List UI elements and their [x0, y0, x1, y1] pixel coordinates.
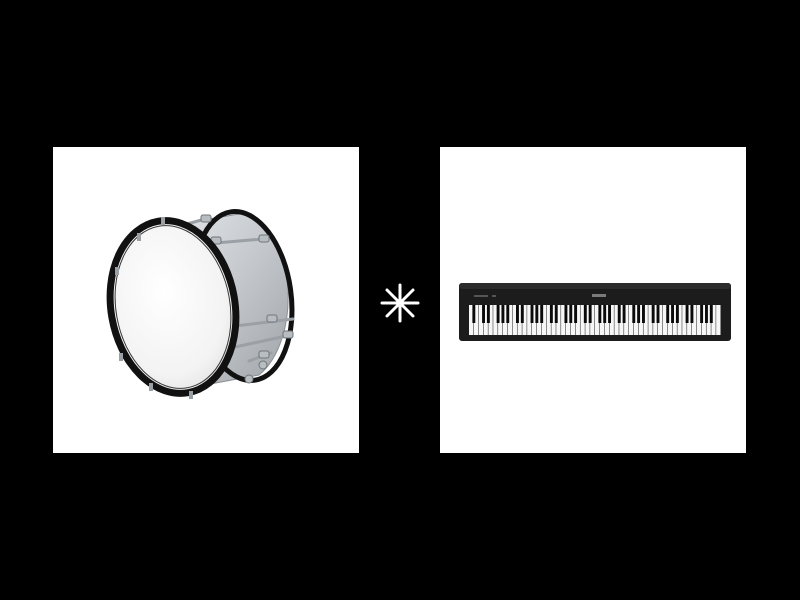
white-key — [580, 305, 585, 335]
black-key — [709, 305, 713, 323]
white-key — [687, 305, 692, 335]
black-key — [472, 305, 476, 323]
black-key — [506, 305, 510, 323]
white-key — [706, 305, 711, 335]
white-key — [517, 305, 522, 335]
white-key — [658, 305, 663, 335]
black-key — [574, 305, 578, 323]
white-key — [716, 305, 721, 335]
black-key — [685, 305, 689, 323]
white-key — [595, 305, 600, 335]
black-key — [651, 305, 655, 323]
white-key — [512, 305, 517, 335]
black-key — [482, 305, 485, 323]
black-key — [554, 305, 558, 323]
black-key — [530, 305, 534, 323]
digital-piano-icon — [459, 283, 731, 341]
white-key — [696, 305, 702, 335]
white-key — [662, 305, 668, 335]
white-key — [672, 305, 677, 335]
white-key — [493, 305, 498, 335]
white-key — [619, 305, 624, 335]
white-key — [682, 305, 687, 335]
white-key — [653, 305, 658, 335]
black-keys — [472, 305, 713, 323]
piano-controls — [474, 294, 606, 297]
white-key — [604, 305, 610, 335]
black-key — [583, 305, 587, 323]
white-key — [483, 305, 488, 335]
white-key — [585, 305, 590, 335]
white-key — [469, 305, 474, 335]
white-key — [478, 305, 484, 335]
black-key — [603, 305, 607, 323]
white-key — [667, 305, 673, 335]
black-key — [622, 305, 626, 323]
black-key — [656, 305, 660, 323]
black-key — [637, 305, 641, 323]
black-key — [540, 305, 544, 323]
drum-front-hoop — [106, 217, 240, 397]
white-key — [677, 305, 682, 335]
white-key — [624, 305, 629, 335]
black-key — [642, 305, 645, 323]
white-key — [711, 305, 716, 335]
white-key — [599, 305, 605, 335]
black-key — [675, 305, 679, 323]
white-key — [541, 305, 547, 335]
black-key — [486, 305, 490, 323]
bass-drum-icon — [106, 209, 295, 399]
black-key — [700, 305, 704, 323]
black-key — [598, 305, 602, 323]
white-key — [565, 305, 571, 335]
black-key — [608, 305, 611, 323]
black-key — [666, 305, 670, 323]
white-key — [691, 305, 697, 335]
white-key — [473, 305, 479, 335]
black-key — [705, 305, 708, 323]
white-key — [551, 305, 556, 335]
white-key — [561, 305, 566, 335]
bass-drum-panel — [53, 147, 359, 453]
white-key — [643, 305, 648, 335]
black-key — [496, 305, 500, 323]
white-key — [527, 305, 532, 335]
white-key — [701, 305, 706, 335]
black-key — [588, 305, 592, 323]
white-key — [502, 305, 508, 335]
black-key — [520, 305, 524, 323]
white-key — [522, 305, 527, 335]
white-key — [590, 305, 595, 335]
white-key — [633, 305, 639, 335]
white-key — [546, 305, 551, 335]
white-key — [488, 305, 493, 335]
black-key — [690, 305, 694, 323]
black-key — [564, 305, 568, 323]
white-key — [575, 305, 580, 335]
white-key — [628, 305, 634, 335]
digital-piano-panel — [440, 147, 746, 453]
white-key — [556, 305, 561, 335]
white-key — [532, 305, 537, 335]
white-key — [609, 305, 614, 335]
white-key — [570, 305, 576, 335]
drum-head — [110, 220, 236, 394]
white-key — [614, 305, 619, 335]
asterisk-icon — [380, 283, 420, 323]
black-key — [569, 305, 573, 323]
black-key — [549, 305, 553, 323]
white-key — [498, 305, 503, 335]
black-key — [516, 305, 519, 323]
black-key — [617, 305, 621, 323]
black-key — [632, 305, 636, 323]
white-key — [507, 305, 513, 335]
black-key — [501, 305, 505, 323]
white-key — [536, 305, 542, 335]
white-key — [638, 305, 643, 335]
black-key — [535, 305, 539, 323]
white-keys — [469, 305, 721, 335]
black-key — [671, 305, 674, 323]
white-key — [648, 305, 653, 335]
